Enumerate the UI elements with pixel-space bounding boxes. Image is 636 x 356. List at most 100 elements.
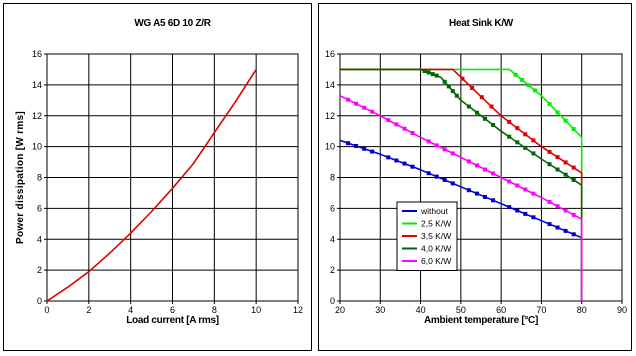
series-marker bbox=[547, 162, 552, 167]
series-marker bbox=[520, 77, 525, 82]
series-marker bbox=[442, 79, 447, 84]
series-marker bbox=[563, 172, 568, 177]
series-marker bbox=[563, 208, 568, 213]
chart-panel-load-current: WG A5 6D 10 Z/R 0 2 4 6 8 10 12 0 2 4 6 8 10 12 14 16 Loa… bbox=[3, 3, 312, 351]
y-tick-label: 16 bbox=[32, 49, 42, 59]
series-marker bbox=[533, 88, 537, 93]
y-tick-label: 10 bbox=[32, 142, 42, 152]
series-marker bbox=[523, 187, 528, 192]
series-marker bbox=[547, 199, 552, 204]
chart-title: Heat Sink K/W bbox=[449, 18, 514, 29]
series-marker bbox=[426, 139, 431, 144]
x-tick-label: 10 bbox=[251, 305, 261, 315]
series-marker bbox=[555, 225, 560, 230]
series-marker bbox=[446, 84, 451, 89]
x-tick-label: 2 bbox=[86, 305, 91, 315]
series-marker bbox=[547, 222, 552, 227]
series-marker bbox=[354, 144, 359, 148]
series-marker bbox=[491, 171, 496, 176]
x-tick-label: 70 bbox=[536, 305, 546, 315]
x-tick-label: 12 bbox=[293, 305, 303, 315]
x-tick-label: 30 bbox=[375, 305, 385, 315]
series-marker bbox=[507, 119, 512, 124]
series-marker bbox=[555, 167, 560, 172]
x-tick-label: 6 bbox=[170, 305, 175, 315]
legend-label: 3,5 K/W bbox=[421, 231, 451, 241]
series-marker bbox=[507, 134, 512, 139]
series-marker bbox=[513, 72, 518, 77]
legend-label: 2,5 K/W bbox=[421, 219, 451, 229]
x-tick-label: 40 bbox=[416, 305, 426, 315]
series-marker bbox=[531, 191, 536, 196]
chart-heat-sink: Heat Sink K/W 20 30 40 50 60 70 80 90 0 2 4 6 8 10 12 14… bbox=[325, 18, 627, 326]
y-tick-label: 4 bbox=[37, 234, 42, 244]
series-marker bbox=[422, 69, 427, 73]
series-marker bbox=[515, 208, 520, 213]
series-marker bbox=[370, 149, 375, 154]
x-tick-label: 80 bbox=[577, 305, 587, 315]
series-marker bbox=[571, 165, 576, 170]
series-marker bbox=[531, 151, 536, 156]
series-marker bbox=[454, 93, 459, 98]
series-marker bbox=[507, 205, 512, 210]
x-tick-label: 4 bbox=[128, 305, 133, 315]
series-marker bbox=[386, 118, 391, 123]
series-marker bbox=[475, 191, 479, 196]
series-marker bbox=[434, 73, 439, 78]
series-marker bbox=[555, 204, 560, 209]
y-tick-label: 8 bbox=[37, 173, 42, 183]
x-tick-label: 0 bbox=[44, 305, 49, 315]
series-marker bbox=[483, 116, 487, 121]
series-marker bbox=[523, 211, 528, 216]
x-axis-label: Load current [A rms] bbox=[126, 315, 219, 326]
series-marker bbox=[362, 146, 367, 151]
series-marker bbox=[571, 212, 576, 217]
series-marker bbox=[426, 70, 431, 75]
series-marker bbox=[491, 123, 496, 127]
series-marker bbox=[410, 164, 415, 169]
series-marker bbox=[563, 228, 568, 233]
series-marker bbox=[531, 138, 536, 143]
series-marker bbox=[571, 127, 576, 131]
series-marker bbox=[450, 151, 455, 156]
x-tick-label: 8 bbox=[212, 305, 217, 315]
series-marker bbox=[483, 167, 487, 172]
series-marker bbox=[460, 76, 465, 81]
series-marker bbox=[563, 118, 568, 123]
series-marker bbox=[531, 215, 536, 220]
series-marker bbox=[434, 174, 439, 179]
x-axis-label: Ambient temperature [°C] bbox=[424, 315, 538, 326]
series-marker bbox=[475, 163, 479, 168]
series-marker bbox=[442, 147, 447, 152]
series-marker bbox=[370, 109, 375, 114]
series-marker bbox=[563, 160, 568, 165]
y-axis-label: Power dissipation [W rms] bbox=[15, 111, 26, 244]
chart-title: WG A5 6D 10 Z/R bbox=[134, 18, 211, 29]
y-tick-label: 12 bbox=[325, 111, 335, 121]
legend-label: 4,0 K/W bbox=[421, 244, 451, 254]
legend-label: without bbox=[420, 206, 449, 216]
series-marker bbox=[571, 232, 576, 237]
series-marker bbox=[346, 141, 351, 146]
series-marker bbox=[571, 178, 576, 182]
y-tick-label: 14 bbox=[32, 80, 42, 90]
series-marker bbox=[489, 104, 494, 109]
series-marker bbox=[466, 159, 471, 164]
series-marker bbox=[507, 179, 512, 184]
series-marker bbox=[547, 102, 552, 106]
series-marker bbox=[346, 97, 351, 102]
series-marker bbox=[466, 188, 471, 193]
series-marker bbox=[430, 72, 435, 77]
chart-panel-heat-sink: Heat Sink K/W 20 30 40 50 60 70 80 90 0 2 4 6 8 10 12 14… bbox=[318, 3, 632, 351]
y-tick-label: 14 bbox=[325, 80, 335, 90]
series-marker bbox=[523, 132, 528, 137]
series-marker bbox=[394, 158, 399, 163]
series-marker bbox=[523, 145, 528, 150]
y-tick-label: 2 bbox=[37, 265, 42, 275]
x-tick-label: 50 bbox=[456, 305, 466, 315]
y-tick-label: 2 bbox=[330, 265, 335, 275]
series-marker bbox=[402, 161, 407, 166]
series-marker bbox=[483, 195, 487, 199]
y-tick-label: 4 bbox=[330, 234, 335, 244]
x-tick-label: 60 bbox=[496, 305, 506, 315]
